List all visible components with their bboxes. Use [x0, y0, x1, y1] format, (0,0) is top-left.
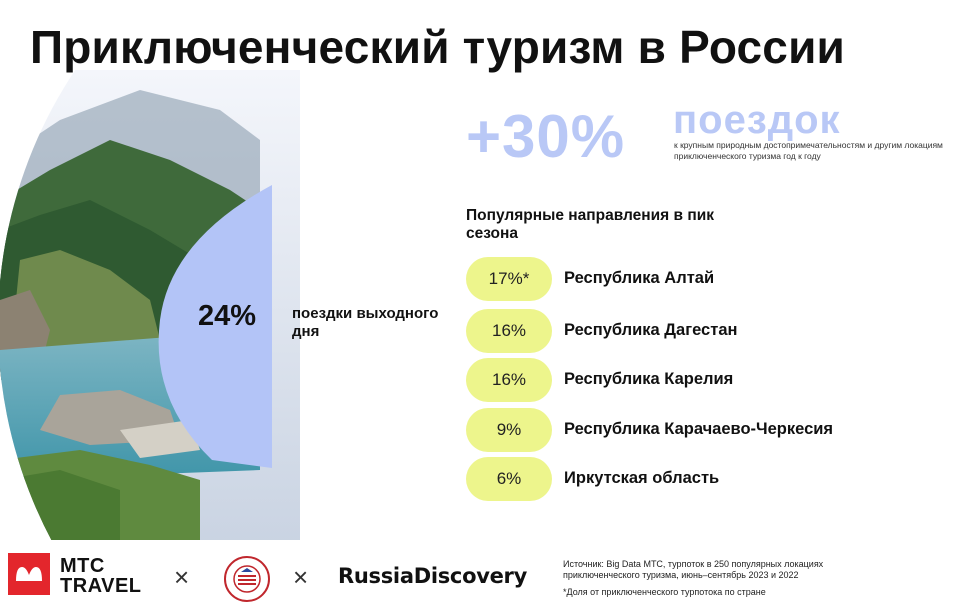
destination-row: 17%* Республика Алтай [466, 257, 946, 301]
destination-name: Республика Карелия [564, 370, 734, 388]
highlight-word: поездок [673, 98, 841, 142]
donut-segment [158, 185, 272, 468]
destination-row: 9% Республика Карачаево-Черкесия [466, 408, 946, 452]
donut-label: поездки выходного дня [292, 305, 439, 340]
destination-name: Республика Карачаево-Черкесия [564, 420, 834, 438]
destination-row: 16% Республика Карелия [466, 358, 946, 402]
source-note: Источник: Big Data МТС, турпоток в 250 п… [563, 559, 824, 580]
destination-pct: 16% [466, 309, 552, 353]
highlight-note: к крупным природным достопримечательност… [674, 140, 943, 161]
destination-pct: 16% [466, 358, 552, 402]
mts-logo-icon [8, 553, 50, 595]
destination-row: 16% Республика Дагестан [466, 309, 946, 353]
mts-travel-logo: МТС TRAVEL [60, 555, 142, 597]
separator-icon: × [174, 562, 190, 592]
destination-row: 6% Иркутская область [466, 457, 946, 501]
page-title: Приключенческий туризм в России [30, 21, 846, 73]
destinations-heading: Популярные направления в пик сезона [466, 207, 715, 242]
highlight-value: +30% [466, 103, 626, 170]
destination-pct: 9% [466, 408, 552, 452]
destination-name: Иркутская область [564, 469, 720, 487]
destination-name: Республика Дагестан [564, 321, 738, 339]
separator-icon: × [293, 562, 309, 592]
footnote: *Доля от приключенческого турпотока по с… [563, 587, 766, 597]
destination-pct: 17%* [466, 257, 552, 301]
donut-value: 24% [198, 300, 257, 332]
rgs-emblem-icon [224, 556, 270, 602]
destination-pct: 6% [466, 457, 552, 501]
russiadiscovery-logo: RussiaDiscovery [338, 564, 527, 588]
footer [0, 540, 975, 603]
destination-name: Республика Алтай [564, 269, 715, 287]
